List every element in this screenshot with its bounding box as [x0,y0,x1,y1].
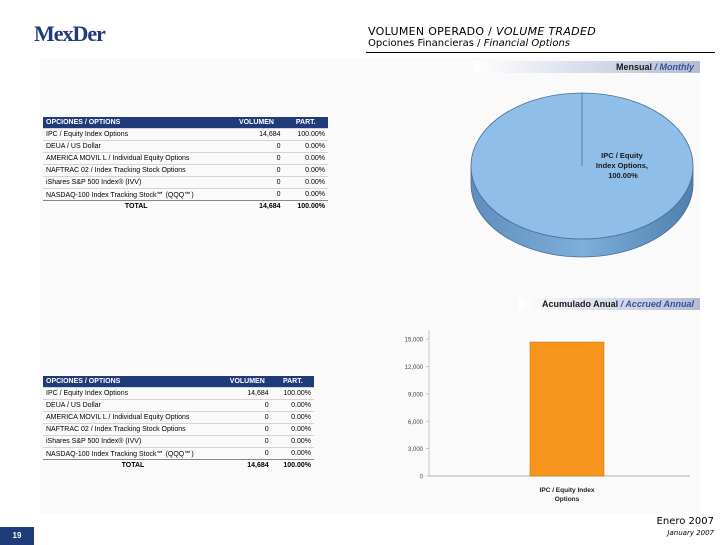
row-name: NASDAQ-100 Index Tracking Stock℠ (QQQ℠) [43,188,230,201]
monthly-band: Mensual / Monthly [474,61,700,73]
logo-text: MexDer [34,21,106,46]
y-tick-label: 6,000 [408,420,424,426]
table-row: IPC / Equity Index Options 14,684 100.00… [43,128,328,141]
subtitle-en: Financial Options [483,38,570,49]
row-part: 100.00% [283,128,328,141]
subtitle-es: Opciones Financieras [368,38,474,49]
row-volume: 0 [229,188,284,201]
table-row: AMERICA MOVIL L / Individual Equity Opti… [43,411,314,424]
total-label: TOTAL [43,200,230,212]
total-part: 100.00% [271,459,314,471]
row-name: DEUA / US Dollar [43,399,223,412]
pie-label-line2: Index Options, [596,161,648,170]
row-volume: 0 [222,447,272,460]
table-row: NAFTRAC 02 / Index Tracking Stock Option… [43,164,328,177]
x-category-label: Options [555,496,580,503]
title-es: VOLUMEN OPERADO [368,25,485,38]
row-part: 0.00% [283,188,328,201]
total-row: TOTAL 14,684 100.00% [43,459,314,471]
monthly-header-volume: VOLUMEN [229,117,284,129]
monthly-pie-chart: IPC / Equity Index Options, 100.00% [470,92,694,258]
table-row: IPC / Equity Index Options 14,684 100.00… [43,387,314,400]
accrued-bar-chart: 0 3,000 6,000 9,000 12,000 15,000 IPC / Equit… [405,330,690,503]
y-tick-label: 0 [420,475,424,481]
bar-0 [529,341,605,477]
pie-label-line3: 100.00% [608,171,638,180]
accrued-header-part: PART. [271,376,314,388]
row-part: 0.00% [271,411,314,424]
page-title: VOLUMEN OPERADO / VOLUME TRADED [368,25,596,38]
title-en: VOLUME TRADED [496,25,596,38]
accrued-band: Acumulado Anual / Accrued Annual [519,298,700,310]
header-divider [366,52,715,53]
y-tick-label: 9,000 [408,392,424,398]
monthly-table: OPCIONES / OPTIONS VOLUMEN PART. IPC / E… [43,117,328,212]
monthly-header-options: OPCIONES / OPTIONS [43,117,230,129]
y-tick-label: 15,000 [405,338,424,344]
row-name: NAFTRAC 02 / Index Tracking Stock Option… [43,423,223,436]
row-name: IPC / Equity Index Options [43,387,223,400]
table-row: AMERICA MOVIL L / Individual Equity Opti… [43,152,328,165]
row-name: AMERICA MOVIL L / Individual Equity Opti… [43,152,230,165]
row-name: iShares S&P 500 Index® (IVV) [43,435,223,448]
row-part: 0.00% [283,176,328,189]
table-row: NASDAQ-100 Index Tracking Stock℠ (QQQ℠) … [43,188,328,201]
row-name: NAFTRAC 02 / Index Tracking Stock Option… [43,164,230,177]
accrued-table: OPCIONES / OPTIONS VOLUMEN PART. IPC / E… [43,376,314,471]
row-part: 0.00% [271,423,314,436]
row-part: 0.00% [271,435,314,448]
y-tick-label: 3,000 [408,447,424,453]
pie-label-line1: IPC / Equity [601,151,644,160]
footer-date-es: Enero 2007 [656,516,714,527]
total-volume: 14,684 [229,200,284,212]
row-volume: 0 [222,435,272,448]
pie-slice-label: IPC / Equity Index Options, 100.00% [596,151,650,180]
row-name: NASDAQ-100 Index Tracking Stock℠ (QQQ℠) [43,447,223,460]
row-name: IPC / Equity Index Options [43,128,230,141]
table-row: NASDAQ-100 Index Tracking Stock℠ (QQQ℠) … [43,447,314,460]
page-number: 19 [0,527,34,545]
row-volume: 0 [229,152,284,165]
row-volume: 14,684 [222,387,272,400]
row-volume: 14,684 [229,128,284,141]
row-volume: 0 [222,423,272,436]
row-part: 0.00% [283,140,328,153]
accrued-label-es: Acumulado Anual [541,299,619,309]
row-part: 0.00% [283,164,328,177]
monthly-header-part: PART. [283,117,328,129]
row-volume: 0 [229,164,284,177]
row-part: 0.00% [283,152,328,165]
table-row: DEUA / US Dollar 0 0.00% [43,140,328,153]
x-category-label: IPC / Equity Index [540,487,595,494]
accrued-header-options: OPCIONES / OPTIONS [43,376,223,388]
table-row: DEUA / US Dollar 0 0.00% [43,399,314,412]
mexder-logo: MexDer [34,20,106,48]
page-subtitle: Opciones Financieras / Financial Options [368,38,570,49]
row-volume: 0 [222,411,272,424]
total-part: 100.00% [283,200,328,212]
row-name: DEUA / US Dollar [43,140,230,153]
accrued-header-volume: VOLUMEN [222,376,272,388]
y-tick-label: 12,000 [405,365,424,371]
row-part: 100.00% [271,387,314,400]
monthly-label-es: Mensual [615,62,652,72]
total-volume: 14,684 [222,459,272,471]
table-row: NAFTRAC 02 / Index Tracking Stock Option… [43,423,314,436]
total-label: TOTAL [43,459,223,471]
table-row: iShares S&P 500 Index® (IVV) 0 0.00% [43,435,314,448]
row-volume: 0 [229,176,284,189]
row-name: iShares S&P 500 Index® (IVV) [43,176,230,189]
total-row: TOTAL 14,684 100.00% [43,200,328,212]
monthly-label-en: Monthly [659,62,695,72]
row-part: 0.00% [271,399,314,412]
row-name: AMERICA MOVIL L / Individual Equity Opti… [43,411,223,424]
table-row: iShares S&P 500 Index® (IVV) 0 0.00% [43,176,328,189]
row-volume: 0 [222,399,272,412]
footer-date-en: January 2007 [667,529,714,537]
row-volume: 0 [229,140,284,153]
row-part: 0.00% [271,447,314,460]
accrued-label-en: Accrued Annual [625,299,694,309]
